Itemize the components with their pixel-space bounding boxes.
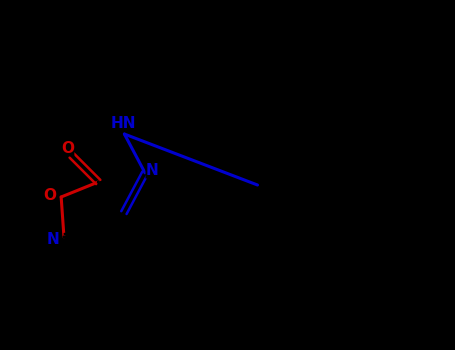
Text: N: N [146,163,158,178]
Text: HN: HN [110,116,136,131]
Text: O: O [44,189,57,203]
Text: N: N [46,232,59,247]
Text: O: O [61,141,74,156]
